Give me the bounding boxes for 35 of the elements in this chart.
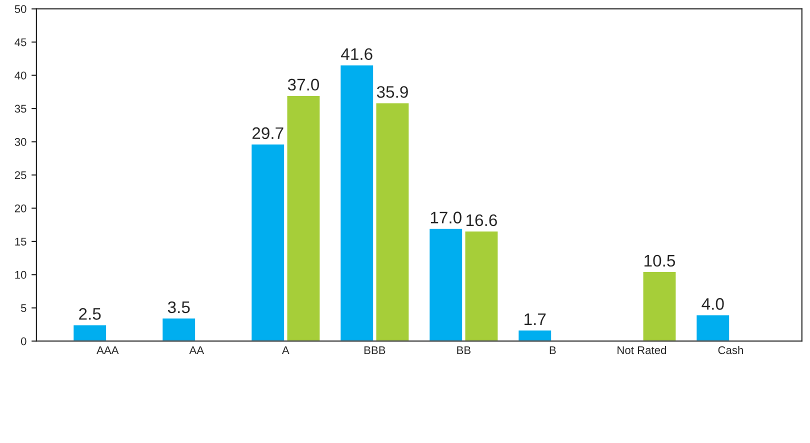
y-tick-label: 35 [14, 104, 26, 113]
bar [642, 270, 678, 342]
y-tick-label: 20 [14, 204, 26, 212]
x-tick-label: B [550, 346, 556, 354]
data-label: 1.7 [524, 314, 546, 325]
x-tick-label: BBB [364, 346, 386, 354]
x-tick-label: AA [189, 346, 204, 354]
data-label: 17.0 [430, 212, 462, 224]
y-tick-label: 0 [20, 337, 26, 346]
bar [695, 314, 730, 342]
data-label: 2.5 [79, 308, 101, 320]
x-tick-label: Cash [718, 346, 743, 354]
bar [517, 329, 552, 342]
data-label: 29.7 [252, 127, 284, 140]
bar [72, 324, 108, 342]
y-tick-label: 5 [20, 304, 26, 312]
data-label: 35.9 [376, 86, 408, 98]
x-tick-label: AAA [96, 346, 119, 354]
x-tick-label: BB [457, 346, 470, 354]
y-tick-label: 25 [14, 171, 26, 180]
x-tick-label: A [282, 346, 290, 354]
x-tick-label: Not Rated [618, 346, 666, 354]
y-tick-label: 50 [14, 5, 26, 13]
data-label: 3.5 [168, 301, 190, 314]
data-label: 37.0 [288, 78, 320, 91]
data-label: 10.5 [644, 254, 676, 267]
data-label: 41.6 [341, 48, 372, 60]
data-label: 16.6 [466, 214, 497, 226]
y-tick-label: 40 [14, 72, 26, 80]
y-tick-label: 30 [14, 138, 26, 146]
y-tick-label: 15 [15, 238, 26, 246]
y-tick-label: 45 [14, 38, 26, 46]
data-label: 4.0 [702, 298, 724, 310]
bar [161, 317, 196, 342]
y-tick-label: 10 [15, 270, 26, 279]
